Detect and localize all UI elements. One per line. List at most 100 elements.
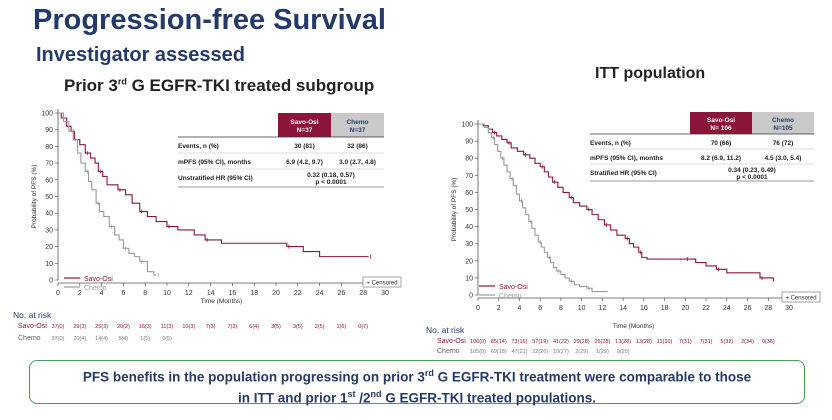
chart1-x-tick-label: 28 [359, 290, 367, 297]
chart1-at-risk-savo-value: 29(3) [73, 324, 86, 330]
chart1-table-row-label: mPFS (95% CI), months [178, 159, 251, 166]
chart2-table-header-n: N= 106 [710, 125, 732, 132]
chart2-legend-label: Savo-Osi [499, 284, 528, 291]
chart2-at-risk-savo-value: 106(0) [470, 339, 486, 345]
chart2-at-risk-savo-value: 13(28) [615, 339, 631, 345]
chart2-at-risk-chemo-value: 0(29) [617, 349, 630, 355]
chart1-x-tick-label: 22 [294, 290, 302, 297]
chart1-table-savo-value: 6.9 (4.2, 9.7) [286, 159, 323, 166]
chart1-y-tick-label: 40 [45, 211, 53, 218]
chart1-at-risk-chemo-value: 20(4) [73, 336, 86, 342]
chart2-legend-label: Chemo [499, 293, 522, 300]
chart1-at-risk-savo-value: 11(3) [161, 324, 174, 330]
chart1-at-risk-savo-value: 2(5) [315, 324, 325, 330]
chart2-chemo-curve [478, 123, 608, 293]
chart2-savo-osi-curve [478, 123, 774, 282]
page-title: Progression-free Survival [33, 4, 386, 36]
chart2-at-risk-chemo-value: 22(26) [532, 349, 548, 355]
chart1-x-tick-label: 0 [56, 290, 60, 297]
chart1-x-axis-label: Time (Months) [201, 298, 243, 305]
chart1-at-risk-savo-value: 37(0) [52, 324, 65, 330]
chart2-y-tick-label: 40 [465, 224, 473, 231]
chart1-at-risk-savo-value: 10(3) [182, 324, 195, 330]
chart2-x-tick-label: 16 [640, 305, 648, 312]
chart2-at-risk-chemo-value: 2(29) [575, 349, 588, 355]
chart1-table-p-value: p < 0.0001 [315, 179, 347, 186]
chart1-y-tick-label: 30 [45, 227, 53, 234]
chart1-x-tick-label: 6 [121, 290, 125, 297]
chart1-y-axis-label: Probability of PFS (%) [31, 165, 38, 229]
chart1-at-risk-chemo-value: 0(5) [162, 336, 172, 342]
left-heading-post: G EGFR-TKI treated subgroup [126, 76, 375, 95]
chart1-at-risk-savo-value: 6(4) [249, 324, 259, 330]
conclusion-text: PFS benefits in the population progressi… [30, 365, 804, 406]
chart2-at-risk-savo-value: 57(19) [532, 339, 548, 345]
chart1-table-header-n: N=37 [350, 127, 366, 134]
chart2-at-risk-savo-value: 85(14) [491, 339, 507, 345]
chart2-at-risk-savo-value: 73(16) [512, 339, 528, 345]
left-heading-sup: rd [117, 76, 127, 87]
chart2-at-risk-savo-value: 7(31) [679, 339, 692, 345]
chart1-at-risk-savo-value: 7(3) [228, 324, 238, 330]
chart1-at-risk-savo-value: 3(5) [271, 324, 281, 330]
chart1-x-tick-label: 18 [250, 290, 258, 297]
chart1-x-tick-label: 8 [143, 290, 147, 297]
chart2-at-risk-savo-value: 2(34) [741, 339, 754, 345]
chart2-y-tick-label: 50 [465, 207, 473, 214]
chart2-x-tick-label: 4 [518, 305, 522, 312]
conclusion-line1-post: G EGFR-TKI treatment were comparable to … [433, 369, 752, 385]
chart2-table-row-label: mPFS (95% CI), months [590, 155, 663, 162]
left-chart-heading: Prior 3rd G EGFR-TKI treated subgroup [64, 76, 374, 96]
chart1-x-tick-label: 10 [163, 290, 171, 297]
chart1-table-row-label: Unstratified HR (95% CI) [178, 175, 253, 182]
chart2-at-risk-chemo-value: 47(21) [512, 349, 528, 355]
chart1-table-hr-value: 0.32 (0.18, 0.57) [307, 172, 355, 179]
chart1-x-tick-label: 16 [229, 290, 237, 297]
chart2-x-tick-label: 10 [578, 305, 586, 312]
chart2-y-tick-label: 80 [465, 156, 473, 163]
chart1-at-risk-chemo-value: 1(5) [140, 336, 150, 342]
chart2-x-tick-label: 0 [476, 305, 480, 312]
chart2-at-risk-savo-value: 0(36) [762, 339, 775, 345]
chart1-y-tick-label: 20 [45, 244, 53, 251]
chart1-y-tick-label: 90 [45, 127, 53, 134]
chart1-y-tick-label: 10 [45, 261, 53, 268]
chart2-y-tick-label: 0 [469, 293, 473, 300]
chart1-table-header-name: Chemo [346, 119, 368, 126]
chart2-table-header-cell [690, 112, 752, 134]
chart2-table-header-name: Chemo [772, 117, 794, 124]
conclusion-box: PFS benefits in the population progressi… [29, 360, 805, 406]
chart2-x-axis-label: Time (Months) [613, 323, 655, 330]
chart2-table-savo-value: 8.2 (6.9, 11.2) [701, 155, 741, 162]
chart2-at-risk-savo-value: 5(32) [720, 339, 733, 345]
chart2-censored-label: + Censored [785, 296, 816, 302]
chart2-y-tick-label: 90 [465, 139, 473, 146]
chart1-x-tick-label: 2 [78, 290, 82, 297]
left-heading-pre: Prior 3 [64, 76, 118, 95]
chart2-at-risk-chemo-value: 105(0) [470, 349, 486, 355]
chart1-at-risk-savo-value: 7(3) [206, 324, 216, 330]
chart2-x-tick-label: 26 [744, 305, 752, 312]
right-chart-heading: ITT population [595, 65, 706, 82]
chart2-at-risk-savo-value: 41(22) [553, 339, 569, 345]
conclusion-line1-sup: rd [424, 368, 434, 378]
chart2-table-header-n: N=105 [773, 125, 793, 132]
chart2-x-tick-label: 30 [785, 305, 793, 312]
chart1-at-risk-savo-value: 3(5) [293, 324, 303, 330]
chart1-y-tick-label: 80 [45, 144, 53, 151]
chart1-at-risk-savo-value: 1(6) [337, 324, 347, 330]
conclusion-line1-pre: PFS benefits in the population progressi… [82, 369, 425, 385]
chart1-legend-label: Savo-Osi [84, 276, 113, 283]
chart1-censored-label: + Censored [366, 281, 397, 287]
chart1-y-tick-label: 0 [49, 278, 53, 285]
chart1-table-header-cell [331, 113, 384, 137]
chart2-at-risk-savo-value: 13(28) [636, 339, 652, 345]
chart2-at-risk-chemo-value: 1(29) [596, 349, 609, 355]
chart1-x-tick-label: 26 [338, 290, 346, 297]
chart1-table-chemo-value: 3.0 (2.7, 4.8) [339, 159, 376, 166]
chart2-x-tick-label: 20 [681, 305, 689, 312]
chart2-y-tick-label: 20 [465, 258, 473, 265]
chart2-table-row-label: Stratified HR (95% CI) [590, 170, 657, 177]
chart2-at-risk-chemo-value: 69(18) [491, 349, 507, 355]
